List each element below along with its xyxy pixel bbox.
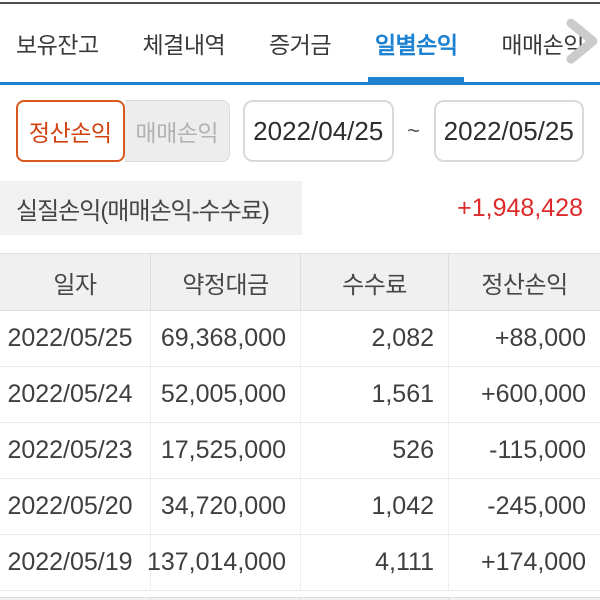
cell-pnl: +600,000	[448, 367, 600, 422]
cell-date: 2022/05/24	[7, 380, 133, 408]
cell-amount: 52,005,000	[150, 367, 300, 422]
toggle-trade-pnl[interactable]: 매매손익	[124, 100, 230, 162]
cell-date: 2022/05/20	[7, 492, 133, 520]
table-row[interactable]: 2022/05/19 137,014,000 4,111 +174,000	[0, 535, 600, 591]
cell-pnl: -245,000	[448, 479, 600, 534]
cell-amount: 17,525,000	[150, 423, 300, 478]
pnl-mode-toggle: 정산손익 매매손익	[16, 100, 230, 162]
net-pnl-label: 실질손익(매매손익-수수료)	[0, 181, 302, 235]
tab-margin[interactable]: 증거금	[269, 32, 331, 58]
cell-pnl: -115,000	[448, 423, 600, 478]
header-fee: 수수료	[300, 254, 448, 310]
cell-amount: 69,368,000	[150, 311, 300, 366]
cell-date: 2022/05/25	[7, 324, 133, 352]
cell-fee: 1,561	[300, 367, 448, 422]
date-to-field[interactable]: 2022/05/25	[433, 100, 584, 162]
tab-executions[interactable]: 체결내역	[142, 32, 226, 58]
cell-pnl: +88,000	[448, 311, 600, 366]
tab-holdings[interactable]: 보유잔고	[16, 32, 99, 58]
table-row[interactable]: 2022/05/20 34,720,000 1,042 -245,000	[0, 479, 600, 535]
tab-daily-pnl[interactable]: 일별손익	[367, 4, 465, 85]
cell-fee: 2,082	[300, 311, 448, 366]
cell-fee: 1,042	[300, 479, 448, 534]
top-divider	[0, 2, 600, 4]
daily-pnl-table: 일자 약정대금 수수료 정산손익 2022/05/25 69,368,000 2…	[0, 253, 600, 600]
cell-amount: 34,720,000	[150, 479, 300, 534]
cell-amount: 137,014,000	[147, 535, 300, 590]
filter-row: 정산손익 매매손익 2022/04/25 ~ 2022/05/25	[0, 100, 600, 162]
table-row[interactable]: 2022/05/23 17,525,000 526 -115,000	[0, 423, 600, 479]
net-pnl-summary: 실질손익(매매손익-수수료) +1,948,428	[0, 181, 600, 235]
tab-bar: 보유잔고 체결내역 증거금 일별손익 매매손익	[0, 4, 600, 85]
cell-fee: 526	[300, 423, 448, 478]
chevron-right-icon[interactable]	[559, 17, 600, 65]
toggle-settlement-pnl[interactable]: 정산손익	[16, 100, 125, 162]
table-row[interactable]: 2022/05/24 52,005,000 1,561 +600,000	[0, 367, 600, 423]
header-amount: 약정대금	[150, 254, 300, 310]
date-from-field[interactable]: 2022/04/25	[243, 100, 394, 162]
date-range-separator: ~	[407, 118, 420, 143]
net-pnl-value: +1,948,428	[457, 193, 583, 222]
header-pnl: 정산손익	[448, 254, 600, 310]
cell-date: 2022/05/23	[7, 436, 133, 464]
table-row[interactable]: 2022/05/25 69,368,000 2,082 +88,000	[0, 311, 600, 367]
header-date: 일자	[53, 271, 97, 299]
cell-date: 2022/05/19	[7, 548, 133, 576]
cell-pnl: +174,000	[448, 535, 600, 590]
next-row-partial	[0, 597, 600, 600]
table-header-row: 일자 약정대금 수수료 정산손익	[0, 253, 600, 311]
cell-fee: 4,111	[300, 535, 448, 590]
